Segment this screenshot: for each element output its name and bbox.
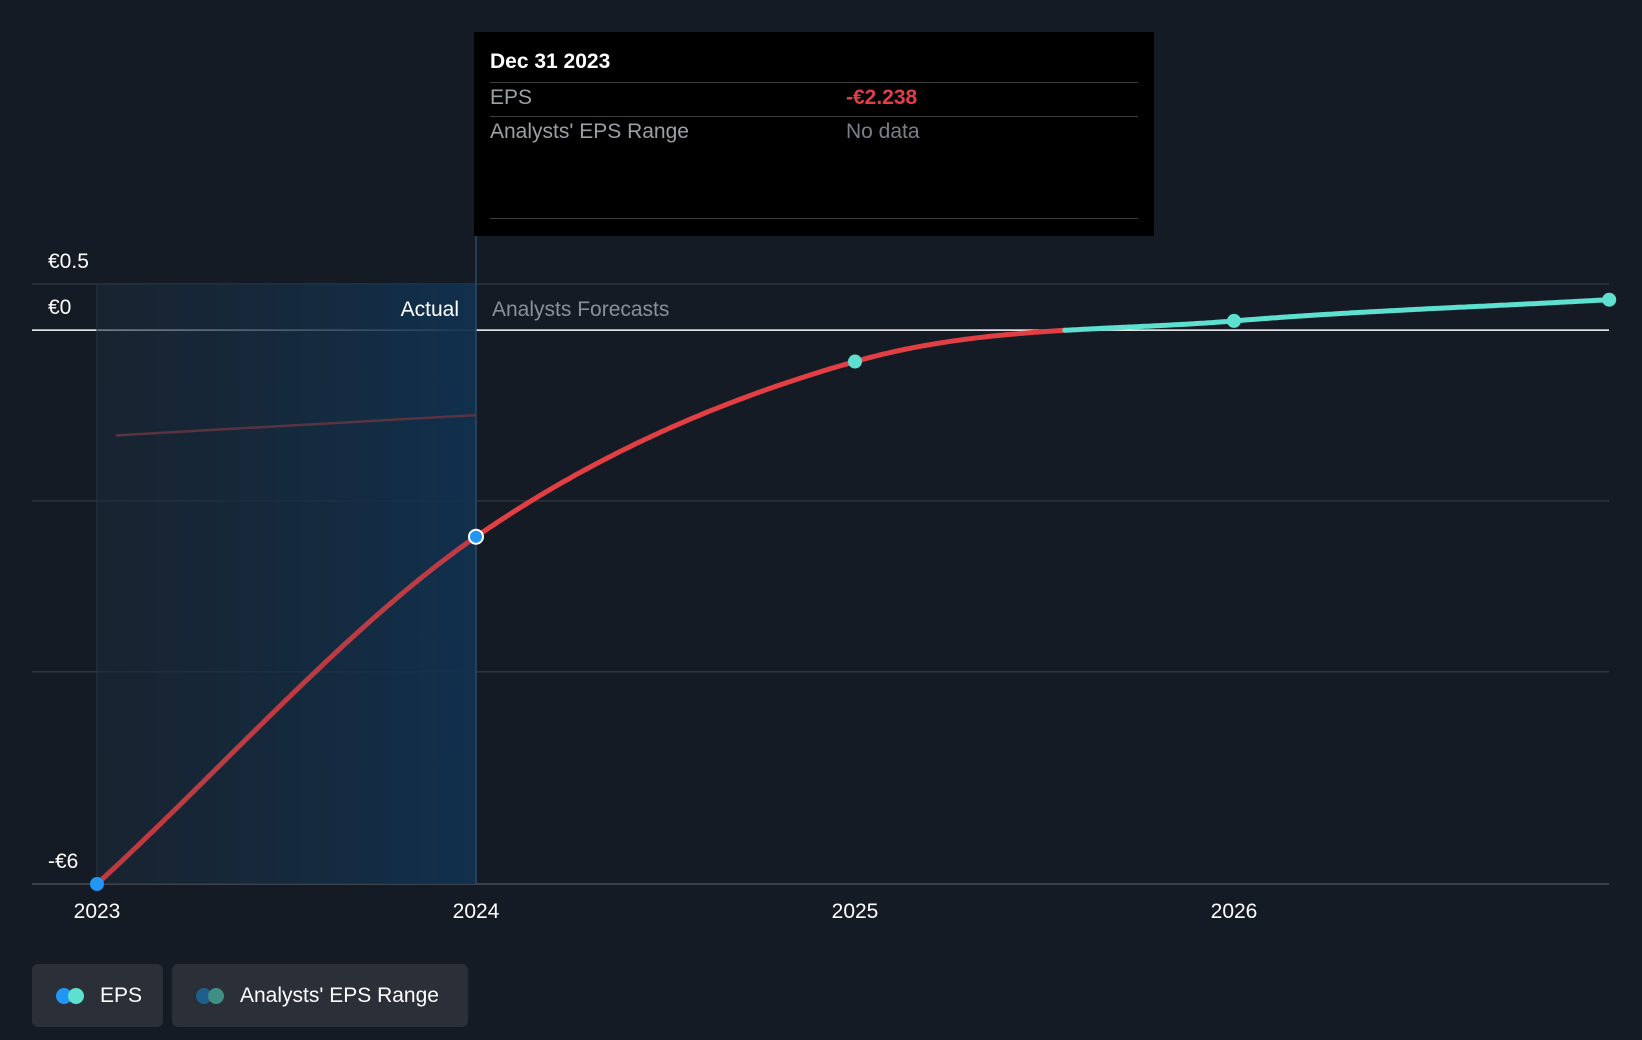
range-trace [115,413,477,437]
x-tick-label: 2023 [74,900,121,923]
tooltip-eps-value: -€2.238 [846,86,918,109]
legend-range-swatch [196,987,226,1004]
x-tick-label: 2025 [832,900,879,923]
tooltip-divider [490,218,1138,219]
eps-line-segment [94,534,478,887]
tooltip-range-label: Analysts' EPS Range [490,120,689,143]
forecast-section-label: Analysts Forecasts [492,298,669,321]
legend-eps-button[interactable]: EPS [32,964,163,1027]
tooltip-date: Dec 31 2023 [490,50,611,73]
legend-dot-icon [68,987,84,1004]
legend-eps-swatch [56,987,86,1004]
eps-point-highlighted [468,528,484,545]
tooltip-divider [490,82,1138,83]
eps-point [1227,313,1241,328]
tooltip-divider [490,116,1138,117]
actual-section-label: Actual [401,298,459,321]
legend-eps-label: EPS [100,983,143,1007]
x-tick-label: 2026 [1211,900,1258,923]
legend-range-button[interactable]: Analysts' EPS Range [172,964,468,1027]
eps-point [1602,292,1617,307]
tooltip-eps-label: EPS [490,86,533,109]
legend-range-label: Analysts' EPS Range [240,983,439,1007]
eps-line-segment [472,327,1068,540]
y-tick-label: €0 [48,296,71,319]
actual-region [97,284,476,884]
x-tick-label: 2024 [453,900,500,923]
y-tick-label: -€6 [48,850,78,873]
tooltip-range-value: No data [846,120,920,143]
legend-dot-icon [208,987,224,1004]
tooltip: Dec 31 2023 EPS -€2.238 Analysts' EPS Ra… [474,32,1154,236]
eps-line-segment [1062,297,1612,333]
eps-point [848,354,862,369]
eps-point [90,877,104,891]
y-tick-label: €0.5 [48,250,89,273]
